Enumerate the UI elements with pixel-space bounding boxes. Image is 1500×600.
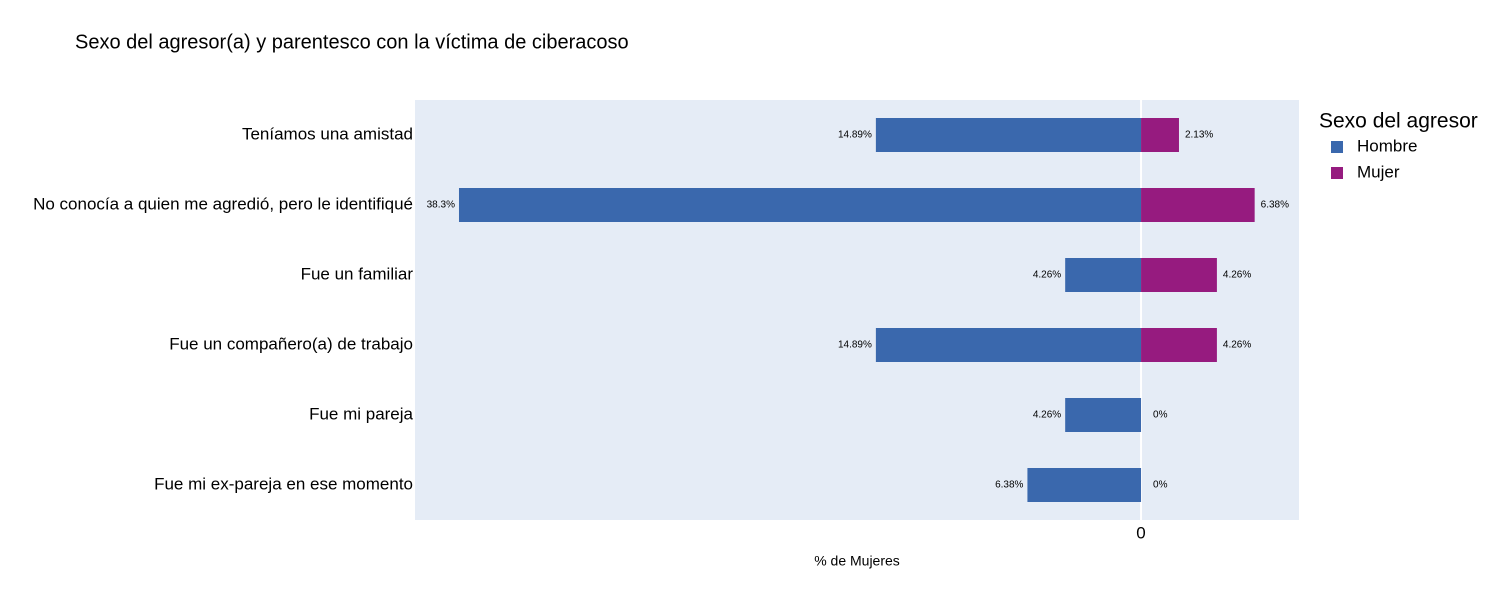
value-label: 6.38% bbox=[995, 480, 1023, 491]
value-label: 4.26% bbox=[1223, 340, 1251, 351]
legend-swatch bbox=[1331, 141, 1343, 153]
bar bbox=[1141, 258, 1217, 292]
value-label: 0% bbox=[1153, 480, 1168, 491]
legend-label: Hombre bbox=[1357, 136, 1417, 155]
value-label: 0% bbox=[1153, 410, 1168, 421]
y-tick-label: Fue un compañero(a) de trabajo bbox=[169, 334, 413, 353]
y-tick-label: Fue mi ex-pareja en ese momento bbox=[154, 474, 413, 493]
bar bbox=[875, 118, 1142, 152]
value-label: 4.26% bbox=[1033, 410, 1061, 421]
value-label: 14.89% bbox=[838, 340, 872, 351]
value-label: 6.38% bbox=[1261, 200, 1289, 211]
bar bbox=[1141, 328, 1217, 362]
value-label: 14.89% bbox=[838, 130, 872, 141]
y-tick-label: Teníamos una amistad bbox=[242, 124, 413, 143]
y-tick-label: Fue mi pareja bbox=[309, 404, 413, 423]
y-tick-label: Fue un familiar bbox=[301, 264, 414, 283]
plot-background bbox=[415, 100, 1299, 520]
bar bbox=[1141, 118, 1179, 152]
chart-title: Sexo del agresor(a) y parentesco con la … bbox=[75, 31, 629, 53]
y-tick-label: No conocía a quien me agredió, pero le i… bbox=[33, 194, 413, 213]
value-label: 4.26% bbox=[1223, 270, 1251, 281]
bar bbox=[1141, 188, 1255, 222]
x-tick-label: 0 bbox=[1136, 523, 1145, 542]
x-axis-label: % de Mujeres bbox=[814, 553, 900, 569]
value-label: 38.3% bbox=[427, 200, 455, 211]
bar bbox=[1065, 398, 1142, 432]
value-label: 4.26% bbox=[1033, 270, 1061, 281]
bar bbox=[458, 188, 1142, 222]
bar bbox=[1065, 258, 1142, 292]
legend-label: Mujer bbox=[1357, 162, 1400, 181]
bar bbox=[875, 328, 1142, 362]
bar bbox=[1027, 468, 1142, 502]
legend-swatch bbox=[1331, 167, 1343, 179]
legend-title: Sexo del agresor bbox=[1319, 110, 1478, 133]
value-label: 2.13% bbox=[1185, 130, 1213, 141]
